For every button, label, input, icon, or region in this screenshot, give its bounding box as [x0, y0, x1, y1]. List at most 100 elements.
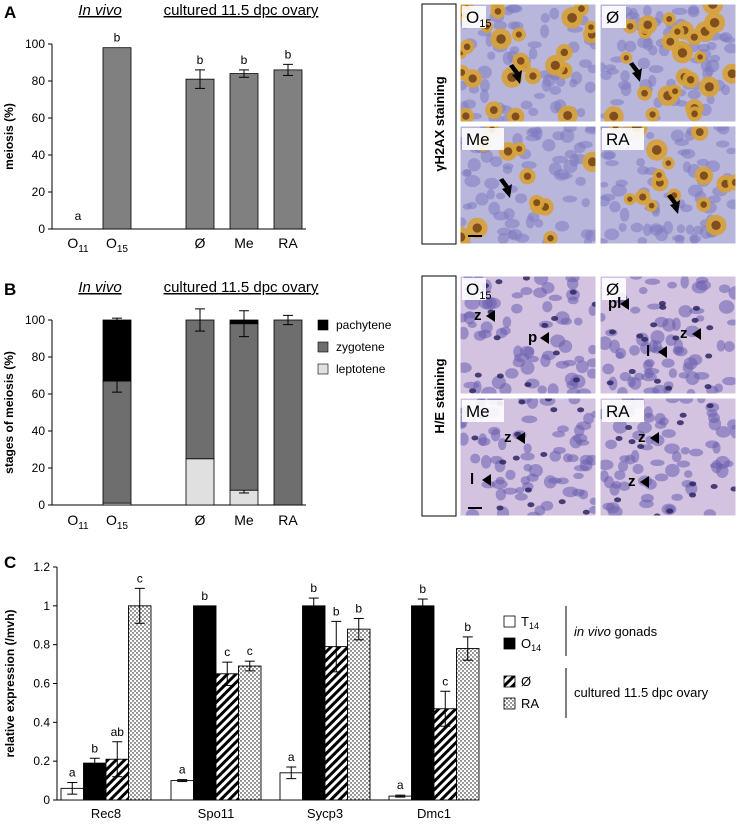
nucleus: [540, 354, 551, 368]
nucleus: [568, 398, 581, 405]
nucleus: [507, 230, 518, 240]
nucleus: [460, 362, 472, 373]
chromatin: [527, 502, 535, 508]
arrowhead: [658, 346, 667, 358]
nucleus: [617, 386, 628, 394]
nucleus: [697, 43, 710, 52]
chromatin: [636, 333, 644, 339]
y-tick-label: 40: [32, 148, 46, 162]
stained-nucleus: [695, 128, 704, 136]
nucleus: [603, 475, 614, 489]
label-subscript: 15: [479, 290, 491, 302]
nucleus: [643, 367, 660, 375]
legend-swatch-ra: [503, 697, 516, 710]
nucleus: [509, 46, 520, 54]
y-tick-label: 0: [43, 793, 50, 807]
nucleus: [555, 76, 566, 87]
chromatin: [541, 322, 549, 328]
cell-stage-letter: z: [628, 473, 636, 490]
nucleus: [542, 74, 556, 87]
nucleus: [488, 426, 501, 436]
micrograph-label: Ø: [606, 8, 619, 27]
chromatin: [495, 279, 503, 285]
chromatin: [672, 335, 680, 341]
stained-nucleus: [648, 202, 655, 209]
bar: [128, 605, 152, 801]
nucleus: [661, 429, 676, 438]
nucleus: [460, 421, 467, 429]
arrowhead: [650, 432, 659, 444]
nucleus: [668, 368, 678, 379]
nucleus: [671, 7, 688, 16]
bar-segment-pachytene: [102, 319, 132, 382]
significance-letter: c: [224, 645, 230, 659]
nucleus: [615, 179, 628, 187]
nucleus: [463, 311, 479, 319]
nucleus: [600, 150, 616, 160]
stained-nucleus: [700, 201, 707, 208]
chromatin: [609, 329, 617, 335]
nucleus: [589, 497, 596, 505]
nucleus: [530, 129, 541, 138]
bar-segment-pachytene: [229, 319, 259, 325]
nucleus: [520, 452, 535, 461]
nucleus: [688, 4, 699, 16]
nucleus: [632, 463, 644, 475]
significance-letter: c: [247, 644, 253, 658]
significance-letter: c: [137, 571, 143, 585]
nucleus: [588, 304, 596, 316]
legend-expression: T14 O14 in vivo gonads Ø RA cultured 11.…: [503, 606, 709, 718]
legend-label-leptotene: leptotene: [336, 362, 386, 376]
chromatin: [615, 436, 623, 442]
nucleus: [619, 455, 631, 463]
bar: [102, 47, 132, 230]
significance-letter: a: [397, 778, 404, 792]
chromatin: [569, 289, 577, 295]
nucleus: [505, 368, 519, 379]
nucleus: [562, 195, 578, 203]
bar: [411, 605, 435, 801]
arrowhead: [509, 64, 522, 84]
header-cultured: cultured 11.5 dpc ovary: [164, 279, 319, 296]
bar-segment-leptotene: [185, 458, 215, 506]
nucleus: [655, 10, 665, 24]
nucleus: [473, 330, 487, 341]
label-backdrop: [602, 278, 626, 300]
legend-swatch-leptotene: [317, 363, 329, 375]
nucleus: [600, 336, 612, 350]
nucleus: [648, 74, 657, 87]
stained-nucleus: [496, 34, 506, 44]
nucleus: [614, 470, 626, 480]
header-in-vivo: In vivo: [78, 2, 121, 19]
chromatin: [704, 384, 712, 390]
nucleus: [600, 459, 614, 471]
bar: [170, 780, 194, 801]
stained-nucleus: [533, 199, 541, 207]
nucleus: [678, 305, 693, 318]
nucleus: [555, 220, 570, 232]
label-backdrop: [462, 128, 504, 150]
nucleus: [480, 321, 493, 334]
panel-letter: A: [4, 3, 16, 22]
x-tick-label: Me: [234, 235, 254, 251]
micrograph: RA z z: [600, 398, 736, 516]
bar-segment-zygotene: [273, 319, 303, 506]
label-backdrop: [602, 128, 644, 150]
legend-group-invivo: in vivo gonads: [574, 624, 658, 639]
chromatin: [577, 407, 585, 413]
nucleus: [654, 316, 669, 328]
nucleus: [676, 460, 691, 468]
bar-segment-zygotene: [229, 323, 259, 491]
nucleus: [706, 409, 718, 418]
nucleus: [639, 499, 654, 509]
micrograph: Øpl l z: [600, 276, 736, 394]
stained-nucleus: [516, 145, 523, 152]
nucleus: [528, 47, 538, 60]
nucleus: [684, 470, 693, 478]
stained-nucleus: [511, 112, 520, 121]
nucleus: [665, 398, 680, 404]
label-backdrop: [462, 278, 486, 300]
nucleus: [645, 131, 655, 140]
micrographs-gh2ax: γH2AX staining O15 Ø Me RA: [421, 3, 736, 245]
